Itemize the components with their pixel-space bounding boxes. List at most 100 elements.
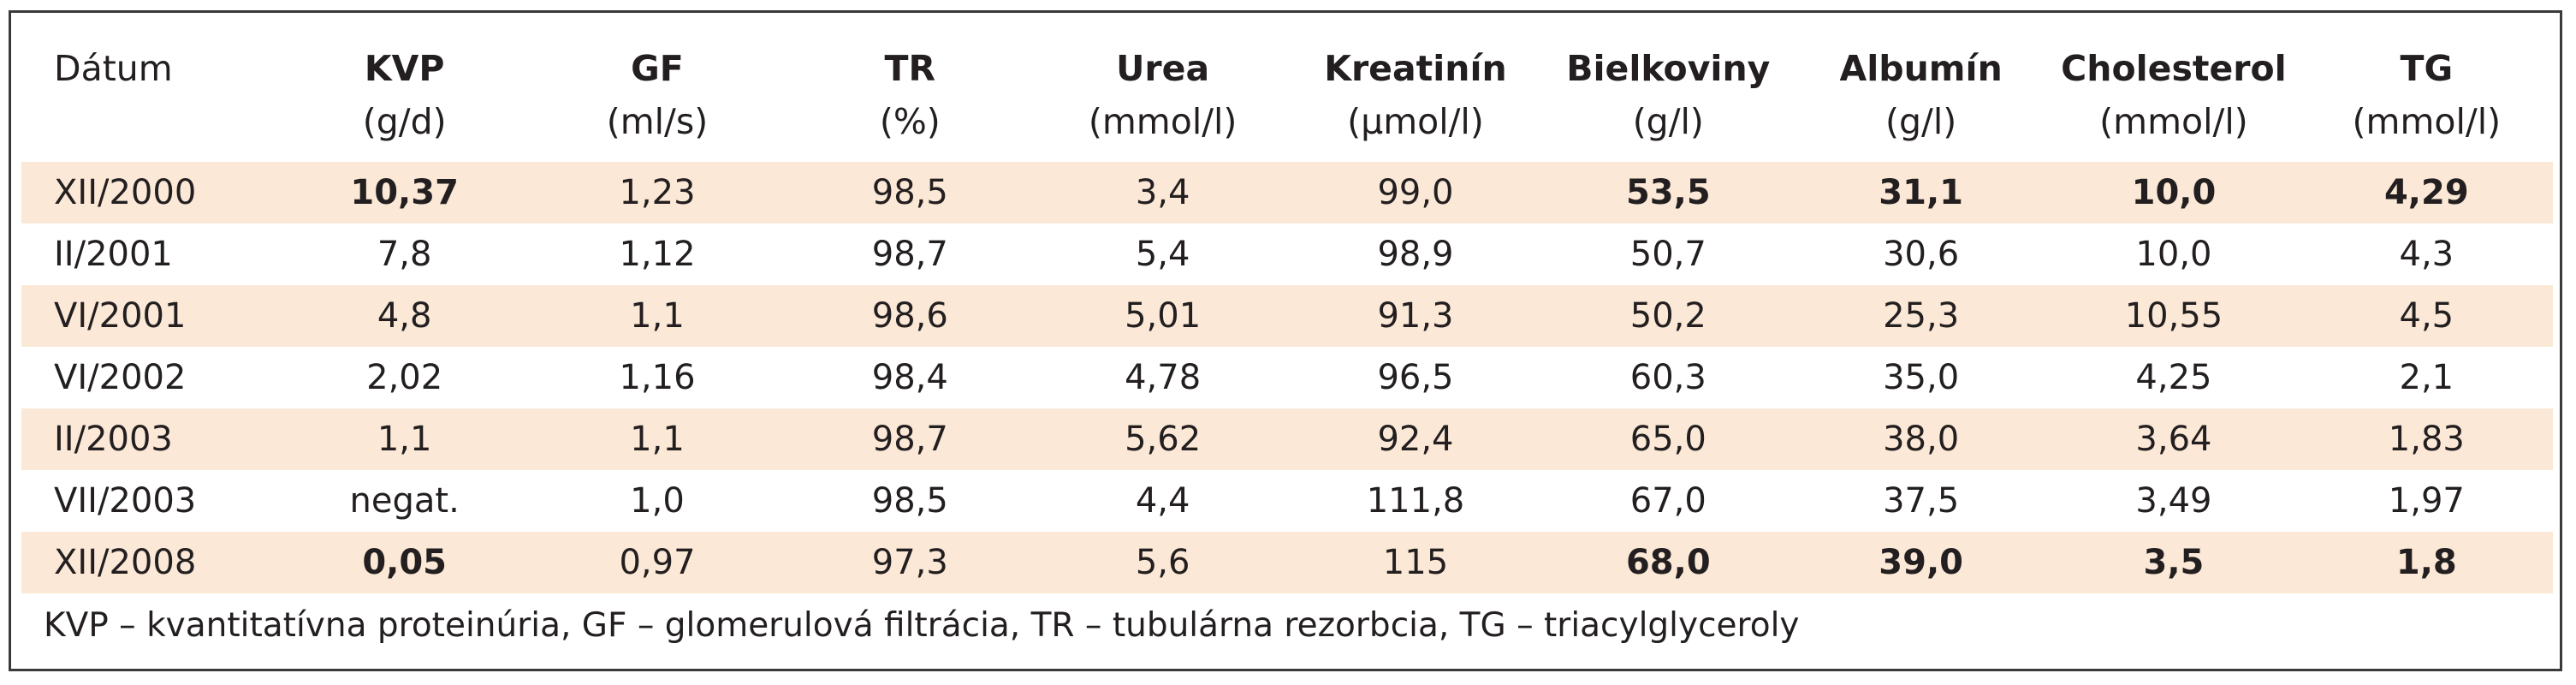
header-urea: Urea (mmol/l) [1036,42,1289,162]
cell-date: XII/2000 [21,162,278,223]
cell-bielkoviny: 67,0 [1629,481,1706,521]
cell-bielkoviny: 50,2 [1541,285,1795,347]
table-row: VI/2001 4,8 1,1 98,6 5,01 91,3 50,2 25,3… [21,285,2553,347]
cell-kvp: 7,8 [377,235,432,274]
cell-cholesterol: 3,49 [2135,481,2212,521]
header-unit: (g/d) [362,101,447,142]
header-unit: (g/l) [1632,101,1704,142]
cell-albumin: 31,1 [1794,162,2048,223]
cell-tr: 98,5 [871,481,948,521]
cell-tg: 4,5 [2300,285,2553,347]
header-name: Dátum [54,48,173,89]
header-unit: (mmol/l) [2099,101,2248,142]
table-row: XII/2008 0,05 0,97 97,3 5,6 115 68,0 39,… [21,532,2553,593]
cell-kvp: 0,05 [278,532,531,593]
cell-albumin: 39,0 [1794,532,2048,593]
cell-tg: 4,29 [2300,162,2553,223]
cell-albumin: 25,3 [1794,285,2048,347]
lab-results-table: Dátum KVP (g/d) GF (ml/s) TR (%) Urea (m… [21,42,2553,593]
cell-cholesterol: 10,0 [2047,162,2300,223]
cell-bielkoviny: 65,0 [1541,408,1795,470]
cell-kvp: 1,1 [278,408,531,470]
header-name: Kreatinín [1324,48,1507,89]
header-tr: TR (%) [784,42,1036,162]
cell-tg: 1,83 [2300,408,2553,470]
cell-tr: 98,4 [871,358,948,397]
cell-albumin: 30,6 [1883,235,1960,274]
cell-cholesterol: 4,25 [2135,358,2212,397]
table-row: VII/2003 negat. 1,0 98,5 4,4 111,8 67,0 … [21,470,2553,532]
header-name: TR [884,48,936,89]
cell-bielkoviny: 53,5 [1541,162,1795,223]
header-name: Albumín [1839,48,2003,89]
cell-kreatinin: 96,5 [1377,358,1454,397]
header-unit: (%) [879,101,941,142]
cell-tg: 2,1 [2399,358,2454,397]
cell-gf: 1,1 [531,285,784,347]
header-kvp: KVP (g/d) [278,42,531,162]
cell-urea: 5,62 [1036,408,1290,470]
cell-gf: 1,0 [630,481,685,521]
cell-bielkoviny: 50,7 [1629,235,1706,274]
cell-date: VI/2001 [21,285,278,347]
cell-gf: 1,23 [531,162,784,223]
header-name: GF [631,48,684,89]
cell-date: VII/2003 [54,481,197,521]
cell-kvp: 10,37 [278,162,531,223]
cell-kreatinin: 98,9 [1377,235,1454,274]
cell-urea: 5,6 [1036,532,1290,593]
table-row: XII/2000 10,37 1,23 98,5 3,4 99,0 53,5 3… [21,162,2553,223]
cell-kreatinin: 115 [1289,532,1542,593]
header-name: Urea [1116,48,1210,89]
cell-date: II/2001 [54,235,173,274]
cell-tg: 1,8 [2300,532,2553,593]
cell-tg: 1,97 [2388,481,2465,521]
cell-date: XII/2008 [21,532,278,593]
cell-cholesterol: 3,5 [2047,532,2300,593]
cell-tr: 98,6 [783,285,1036,347]
cell-cholesterol: 10,55 [2047,285,2300,347]
table-header-row: Dátum KVP (g/d) GF (ml/s) TR (%) Urea (m… [21,42,2553,162]
cell-kvp: 4,8 [278,285,531,347]
cell-albumin: 35,0 [1883,358,1960,397]
header-albumin: Albumín (g/l) [1795,42,2047,162]
cell-urea: 5,4 [1135,235,1190,274]
table-row: II/2001 7,8 1,12 98,7 5,4 98,9 50,7 30,6… [21,223,2553,285]
header-bielkoviny: Bielkoviny (g/l) [1542,42,1795,162]
table-frame: Dátum KVP (g/d) GF (ml/s) TR (%) Urea (m… [9,10,2562,671]
cell-bielkoviny: 60,3 [1629,358,1706,397]
cell-tr: 98,5 [783,162,1036,223]
cell-kreatinin: 99,0 [1289,162,1542,223]
header-name: KVP [364,48,445,89]
cell-kreatinin: 111,8 [1366,481,1465,521]
cell-kreatinin: 92,4 [1289,408,1542,470]
header-gf: GF (ml/s) [531,42,783,162]
cell-kvp: 2,02 [366,358,443,397]
header-name: Bielkoviny [1566,48,1771,89]
cell-cholesterol: 3,64 [2047,408,2300,470]
header-kreatinin: Kreatinín (µmol/l) [1289,42,1541,162]
cell-albumin: 37,5 [1883,481,1960,521]
header-name: TG [2400,48,2454,89]
header-unit: (µmol/l) [1347,101,1484,142]
header-unit: (mmol/l) [2352,101,2502,142]
header-unit: (ml/s) [606,101,709,142]
cell-gf: 1,1 [531,408,784,470]
table-row: VI/2002 2,02 1,16 98,4 4,78 96,5 60,3 35… [21,347,2553,408]
cell-gf: 1,12 [619,235,696,274]
table-footnote: KVP – kvantitatívna proteinúria, GF – gl… [44,606,1800,645]
cell-date: II/2003 [21,408,278,470]
header-name: Cholesterol [2061,48,2287,89]
cell-date: VI/2002 [54,358,187,397]
cell-gf: 1,16 [619,358,696,397]
table-row: II/2003 1,1 1,1 98,7 5,62 92,4 65,0 38,0… [21,408,2553,470]
cell-albumin: 38,0 [1794,408,2048,470]
cell-cholesterol: 10,0 [2135,235,2212,274]
header-unit: (g/l) [1885,101,1957,142]
cell-urea: 3,4 [1036,162,1290,223]
cell-tr: 98,7 [783,408,1036,470]
cell-tr: 98,7 [871,235,948,274]
cell-tr: 97,3 [783,532,1036,593]
cell-kvp: negat. [349,481,460,521]
cell-gf: 0,97 [531,532,784,593]
